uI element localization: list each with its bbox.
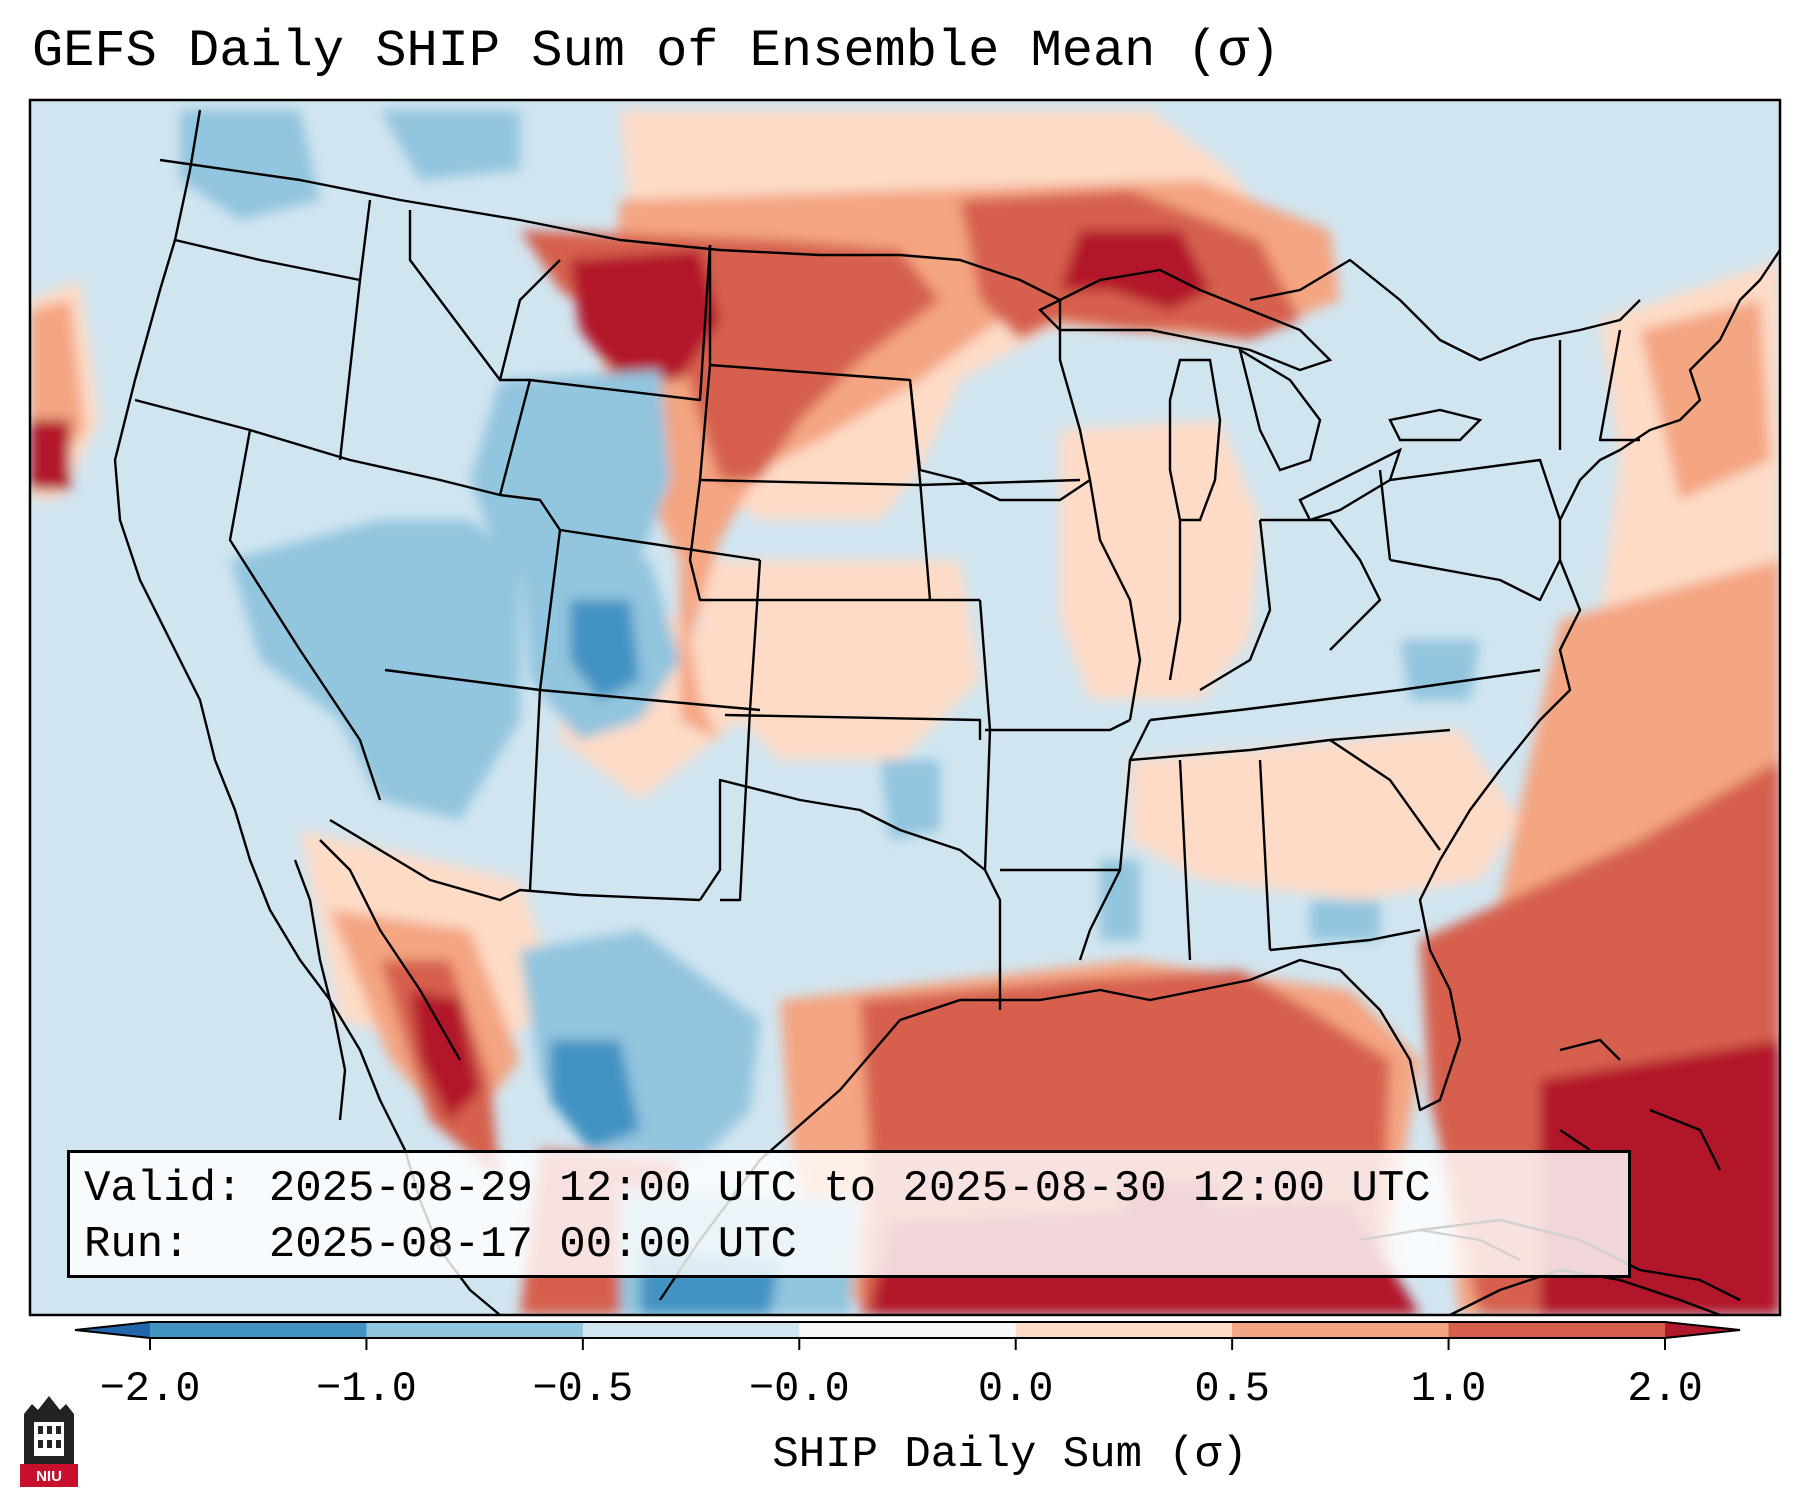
colorbar — [74, 1321, 1741, 1350]
run-label: Run: — [84, 1220, 190, 1270]
niu-logo-text: NIU — [36, 1468, 62, 1485]
colorbar-tick-label: −0.0 — [748, 1365, 850, 1413]
run-row: Run: 2025-08-17 00:00 UTC — [84, 1217, 1614, 1273]
colorbar-bin — [1232, 1322, 1450, 1338]
run-value: 2025-08-17 00:00 UTC — [268, 1220, 797, 1270]
colorbar-tick-label: −2.0 — [99, 1365, 201, 1413]
colorbar-bin — [1015, 1322, 1233, 1338]
colorbar-tick-label: 1.0 — [1410, 1365, 1487, 1413]
colorbar-tick-label: 0.5 — [1194, 1365, 1270, 1413]
valid-value: 2025-08-29 12:00 UTC to 2025-08-30 12:00… — [268, 1164, 1431, 1214]
colorbar-tick-label: −0.5 — [532, 1365, 634, 1413]
colorbar-bin — [150, 1322, 367, 1338]
valid-label: Valid: — [84, 1164, 243, 1214]
colorbar-extend-low — [75, 1322, 150, 1338]
colorbar-tick-label: 2.0 — [1627, 1365, 1703, 1413]
colorbar-tick-label: −1.0 — [316, 1365, 417, 1413]
colorbar-extend-high — [1665, 1322, 1740, 1338]
colorbar-bin — [1448, 1322, 1666, 1338]
colorbar-tick-label: 0.0 — [977, 1365, 1054, 1413]
chart-title: GEFS Daily SHIP Sum of Ensemble Mean (σ) — [32, 22, 1281, 81]
map-area — [30, 100, 1780, 1315]
colorbar-label: SHIP Daily Sum (σ) — [772, 1430, 1248, 1480]
info-box: Valid: 2025-08-29 12:00 UTC to 2025-08-3… — [67, 1150, 1631, 1278]
colorbar-bin — [799, 1322, 1017, 1338]
map-frame — [28, 98, 1782, 1317]
colorbar-bin — [366, 1322, 584, 1338]
political-boundaries — [134, 158, 1641, 1010]
colorbar-bin — [582, 1322, 800, 1338]
niu-logo: NIU — [20, 1392, 78, 1487]
niu-logo-icon — [20, 1396, 78, 1487]
valid-row: Valid: 2025-08-29 12:00 UTC to 2025-08-3… — [84, 1161, 1614, 1217]
